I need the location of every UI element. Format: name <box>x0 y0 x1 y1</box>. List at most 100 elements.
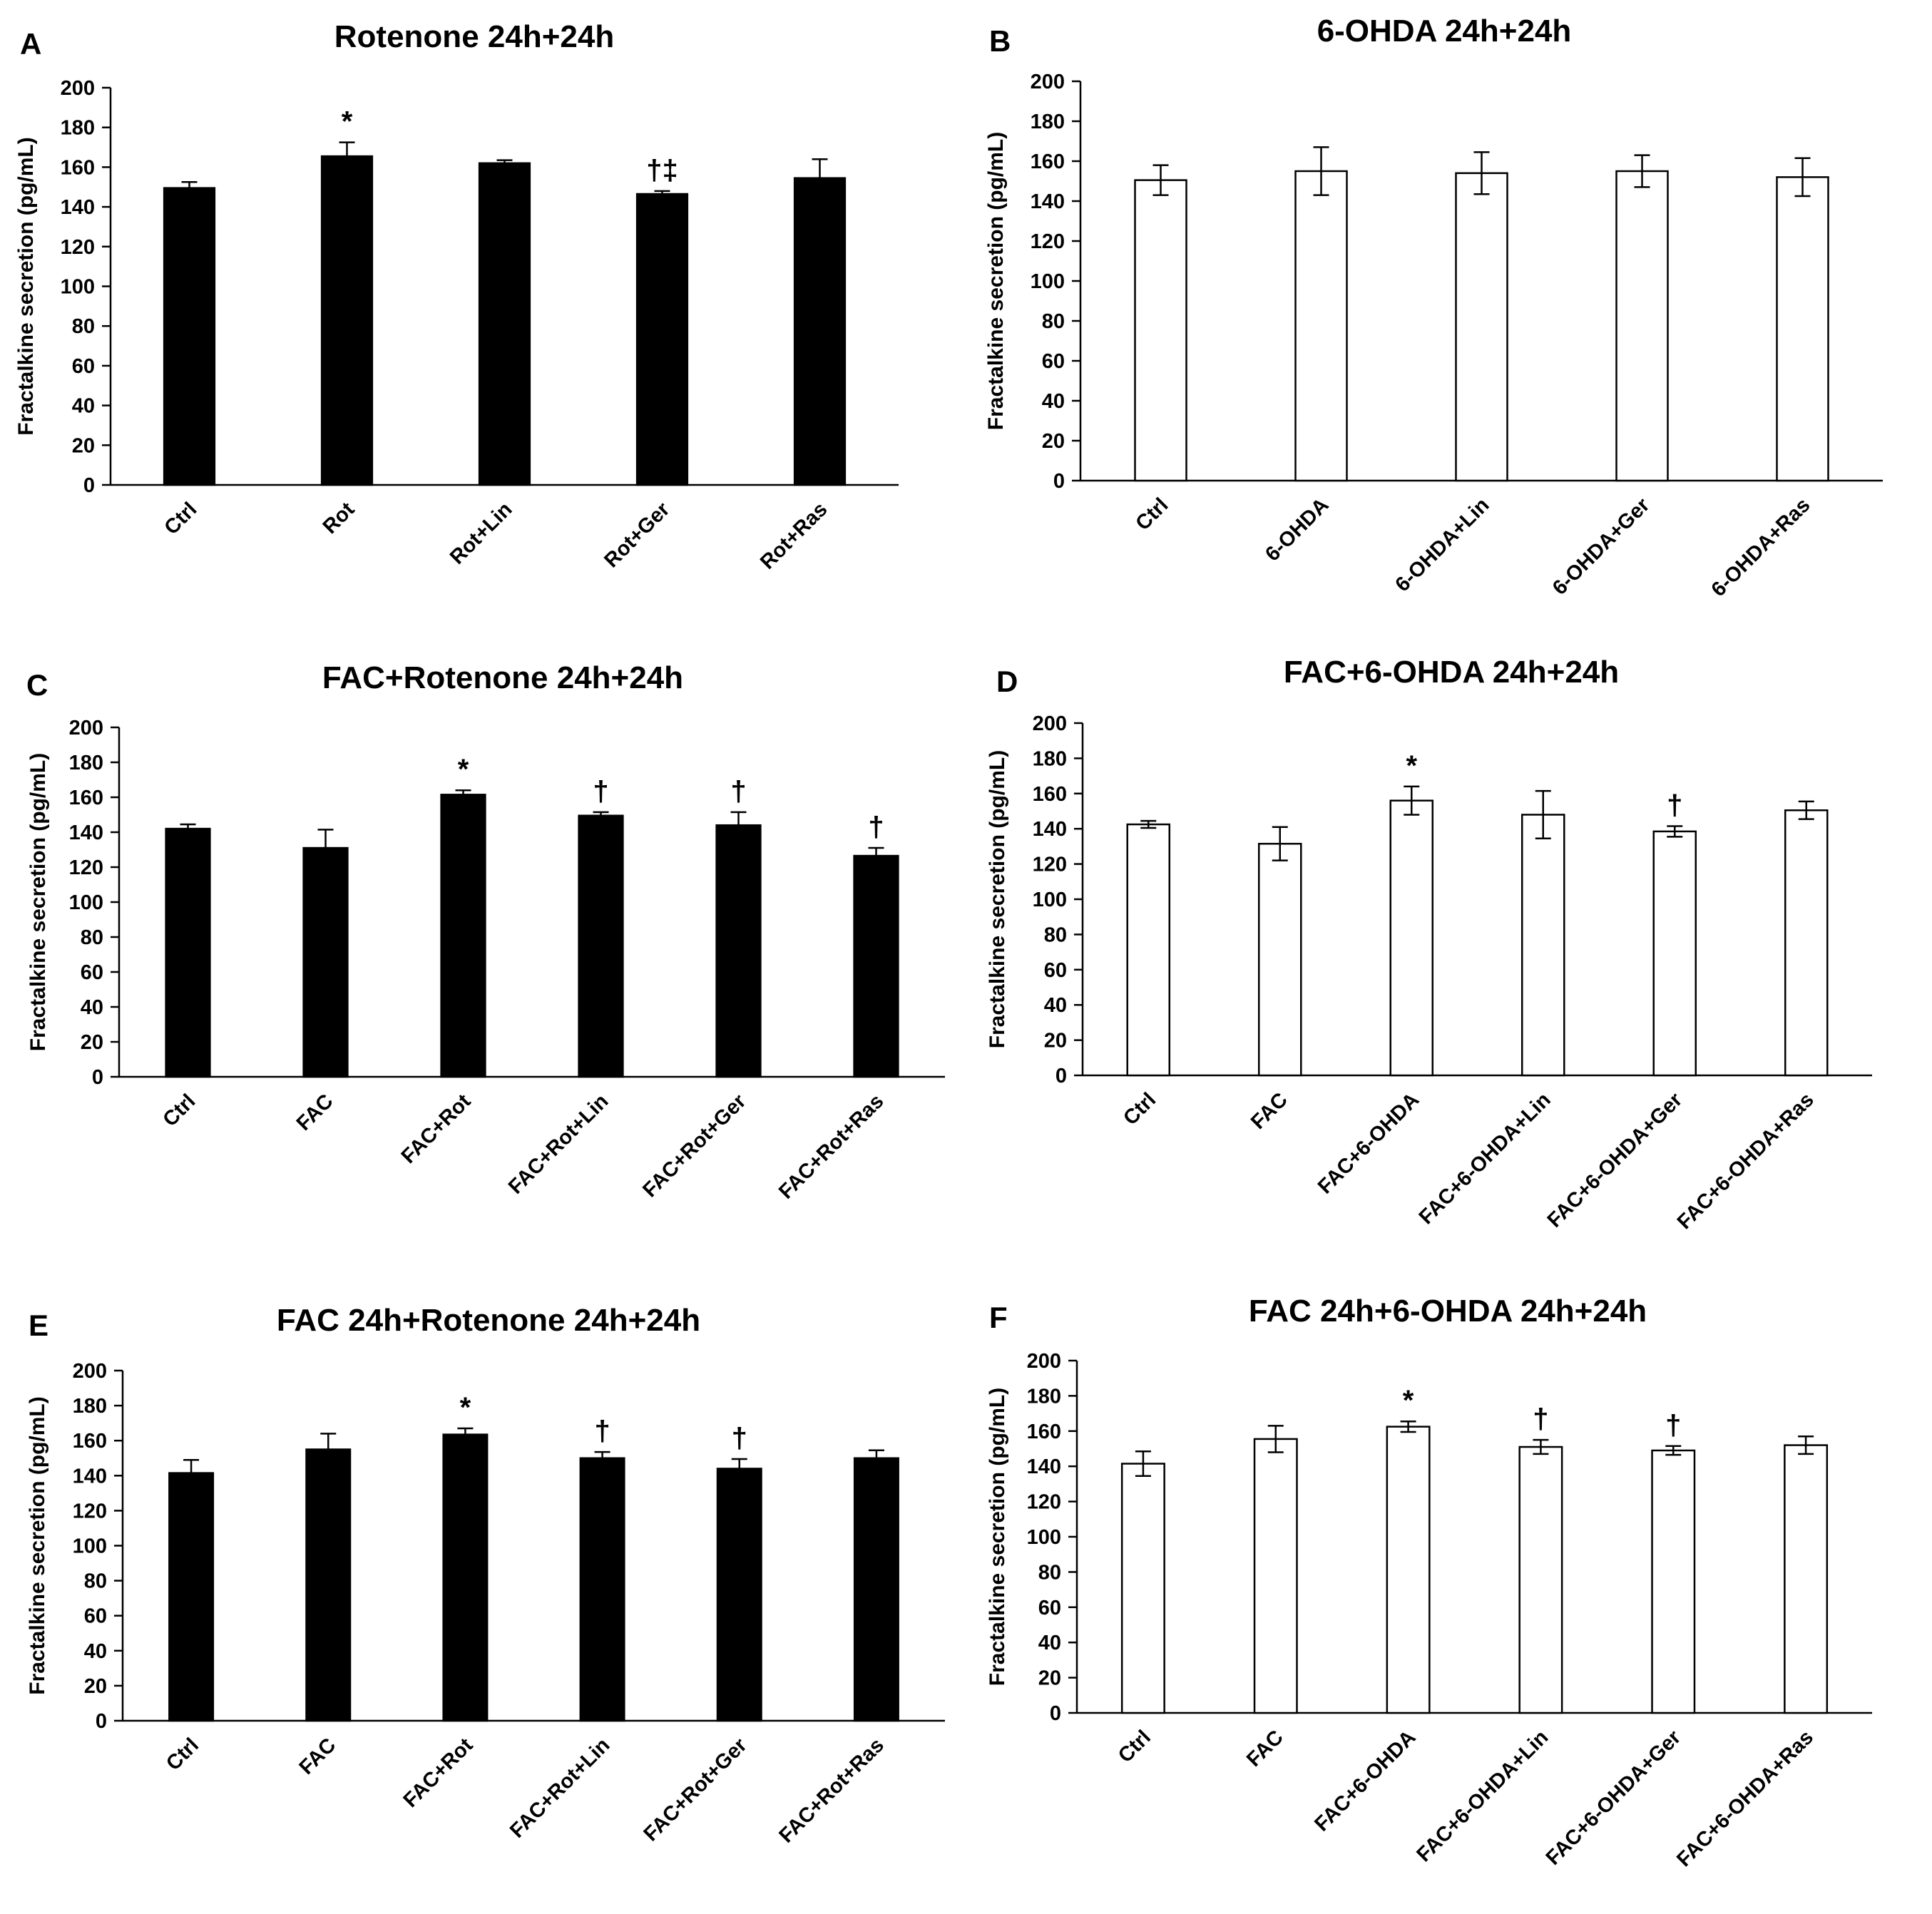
y-tick-label: 80 <box>1042 310 1065 333</box>
bar-4 <box>1518 1445 1563 1714</box>
chart-panel-d: D FAC+6-OHDA 24h+24h Fractalkine secretion… <box>986 655 1872 1234</box>
y-tick-label: 40 <box>81 996 103 1019</box>
y-tick-label: 20 <box>1042 430 1065 453</box>
significance-marker: † <box>1665 1410 1681 1441</box>
bar-2 <box>320 155 374 486</box>
chart-title: FAC 24h+6-OHDA 24h+24h <box>1249 1294 1647 1329</box>
x-tick-label: FAC <box>1247 1088 1292 1134</box>
y-tick-label: 120 <box>1027 1491 1061 1514</box>
y-tick-label: 60 <box>84 1605 107 1628</box>
x-tick-label: FAC+Rot+Lin <box>504 1090 613 1199</box>
y-tick-label: 120 <box>61 236 95 259</box>
y-tick-label: 140 <box>1027 1455 1061 1478</box>
y-tick-label: 80 <box>84 1570 107 1593</box>
y-tick-label: 0 <box>1050 1702 1061 1725</box>
y-tick-label: 60 <box>81 961 103 984</box>
y-tick-label: 200 <box>1033 712 1067 735</box>
y-tick-label: 60 <box>1038 1597 1061 1619</box>
y-tick-label: 200 <box>73 1360 107 1383</box>
x-tick-label: Rot <box>319 498 359 538</box>
y-tick-label: 180 <box>61 117 95 140</box>
significance-marker: † <box>732 1423 747 1454</box>
y-tick-label: 180 <box>1033 747 1067 770</box>
x-tick-label: FAC+6-OHDA+Ger <box>1543 1088 1687 1232</box>
y-tick-label: 160 <box>73 1430 107 1453</box>
x-tick-label: FAC+Rot <box>399 1734 478 1812</box>
y-tick-label: 200 <box>1027 1350 1061 1373</box>
y-tick-label: 100 <box>1027 1526 1061 1549</box>
significance-marker: * <box>460 1392 471 1423</box>
chart-panel-e: E FAC 24h+Rotenone 24h+24h Fractalkine sec… <box>26 1303 945 1848</box>
x-tick-label: FAC <box>295 1734 341 1779</box>
panel-label: C <box>26 668 48 702</box>
y-tick-label: 160 <box>1033 783 1067 806</box>
significance-marker: * <box>342 106 353 138</box>
x-tick-label: 6-OHDA+Ger <box>1548 493 1655 600</box>
x-tick-label: Ctrl <box>1119 1088 1160 1130</box>
bar-2 <box>1294 170 1348 482</box>
x-tick-label: Rot+Ras <box>756 498 832 573</box>
y-tick-label: 180 <box>1027 1385 1061 1408</box>
chart-panel-c: C FAC+Rotenone 24h+24h Fractalkine secreti… <box>26 660 945 1204</box>
y-axis-title: Fractalkine secretion (pg/mL) <box>986 750 1009 1048</box>
y-axis-title: Fractalkine secretion (pg/mL) <box>26 753 50 1051</box>
y-axis-title: Fractalkine secretion (pg/mL) <box>26 1396 49 1694</box>
x-tick-label: FAC+6-OHDA <box>1310 1726 1420 1836</box>
chart-panel-f: F FAC 24h+6-OHDA 24h+24h Fractalkine secre… <box>986 1294 1872 1871</box>
significance-marker: † <box>868 812 884 843</box>
significance-marker: † <box>1667 789 1682 821</box>
y-tick-label: 180 <box>1031 111 1065 133</box>
y-tick-label: 160 <box>1031 150 1065 173</box>
y-tick-label: 0 <box>92 1066 103 1089</box>
y-tick-label: 100 <box>1031 270 1065 293</box>
y-tick-label: 160 <box>1027 1421 1061 1443</box>
bar-3 <box>1386 1426 1431 1714</box>
y-tick-label: 20 <box>81 1031 103 1054</box>
x-tick-label: 6-OHDA <box>1261 493 1333 566</box>
x-tick-label: Ctrl <box>162 1734 203 1775</box>
bar-3 <box>440 794 486 1078</box>
bar-3 <box>1389 799 1434 1077</box>
bar-1 <box>1126 823 1171 1077</box>
y-tick-label: 200 <box>61 77 95 100</box>
x-tick-label: FAC+6-OHDA+Ras <box>1673 1088 1819 1234</box>
significance-marker: †‡ <box>646 155 678 186</box>
x-tick-label: Ctrl <box>159 1090 200 1131</box>
bar-5 <box>1651 1449 1696 1714</box>
x-tick-label: Ctrl <box>1132 493 1173 535</box>
y-tick-label: 60 <box>72 355 95 378</box>
chart-panel-b: B 6-OHDA 24h+24h Fractalkine secretion (pg… <box>984 14 1883 601</box>
y-tick-label: 40 <box>1042 390 1065 413</box>
y-tick-label: 140 <box>61 196 95 219</box>
y-tick-label: 160 <box>61 156 95 179</box>
y-tick-label: 0 <box>96 1710 107 1733</box>
x-tick-label: FAC+Rot+Ger <box>640 1734 752 1846</box>
panel-label: D <box>996 665 1018 698</box>
y-tick-label: 200 <box>1031 71 1065 93</box>
y-tick-label: 20 <box>72 434 95 457</box>
significance-marker: * <box>1403 1385 1414 1416</box>
chart-title: Rotenone 24h+24h <box>334 19 614 54</box>
chart-title: FAC+Rotenone 24h+24h <box>322 660 683 695</box>
y-tick-label: 100 <box>73 1535 107 1558</box>
bar-4 <box>1520 814 1565 1077</box>
panel-label: F <box>989 1301 1008 1334</box>
x-tick-label: FAC <box>292 1090 338 1135</box>
bar-5 <box>715 824 762 1078</box>
chart-title: FAC 24h+Rotenone 24h+24h <box>277 1303 700 1338</box>
x-tick-label: Rot+Lin <box>446 498 517 569</box>
y-tick-label: 60 <box>1042 350 1065 373</box>
bar-2 <box>305 1448 352 1722</box>
y-tick-label: 140 <box>1031 190 1065 213</box>
bar-6 <box>1784 1444 1829 1714</box>
y-tick-label: 80 <box>1038 1561 1061 1584</box>
bar-1 <box>165 827 211 1078</box>
y-tick-label: 80 <box>1044 923 1067 946</box>
x-tick-label: Rot+Ger <box>600 498 674 572</box>
bar-5 <box>1776 176 1829 482</box>
y-tick-label: 100 <box>69 891 103 914</box>
bar-2 <box>1253 1438 1298 1714</box>
x-tick-label: FAC+6-OHDA+Ger <box>1542 1726 1686 1870</box>
bar-6 <box>853 1457 899 1722</box>
